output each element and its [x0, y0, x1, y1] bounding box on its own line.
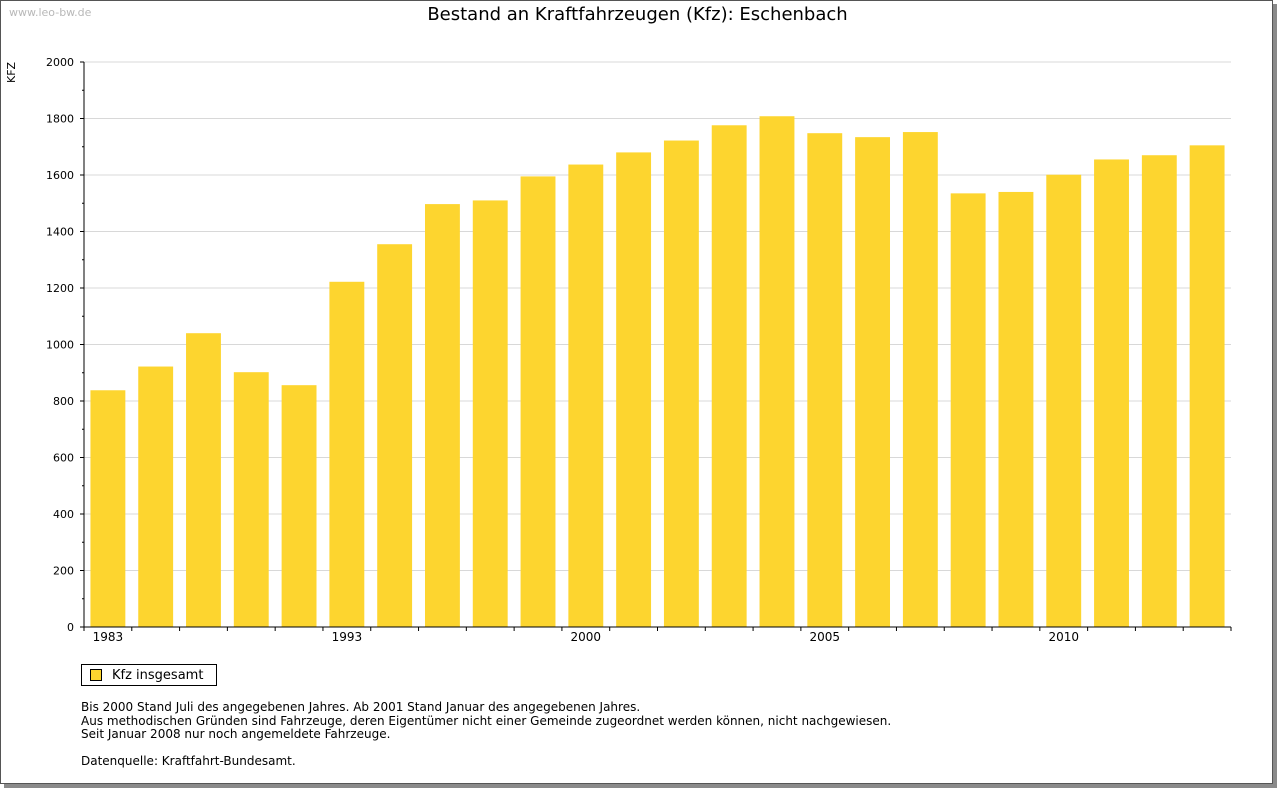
y-tick-label: 1800 — [46, 113, 74, 126]
y-tick-label: 600 — [53, 452, 74, 465]
bar-1995 — [424, 204, 460, 627]
x-tick-label: 2010 — [1048, 630, 1079, 644]
bar-2010 — [1046, 174, 1082, 627]
bar-1996 — [472, 200, 508, 628]
bar-2009 — [998, 191, 1034, 627]
bar-2008 — [950, 193, 986, 628]
y-tick-label: 2000 — [46, 56, 74, 69]
note-line-2: Aus methodischen Gründen sind Fahrzeuge,… — [81, 713, 892, 728]
bar-1986 — [233, 372, 269, 627]
x-tick-label: 1983 — [93, 630, 124, 644]
y-tick-label: 0 — [67, 621, 74, 634]
bar-2011 — [1094, 159, 1129, 627]
note-line-3: Seit Januar 2008 nur noch angemeldete Fa… — [81, 727, 391, 741]
bar-2007 — [902, 132, 938, 627]
bar-1987 — [281, 385, 317, 627]
bar-1983 — [90, 390, 126, 627]
watermark: www.leo-bw.de — [9, 6, 92, 19]
y-tick-label: 1200 — [46, 282, 74, 295]
bar-1993 — [329, 281, 365, 627]
bar-2002 — [663, 140, 699, 627]
bar-1994 — [377, 244, 413, 627]
legend-swatch — [90, 669, 102, 681]
bar-1985 — [186, 333, 221, 627]
bar-2000 — [568, 164, 604, 628]
y-tick-label: 200 — [53, 565, 74, 578]
bar-2006 — [855, 137, 891, 627]
footnotes: Bis 2000 Stand Juli des angegebenen Jahr… — [81, 700, 892, 768]
bar-1999 — [520, 176, 556, 627]
y-tick-label: 1000 — [46, 339, 74, 352]
bar-2001 — [616, 152, 652, 627]
y-tick-label: 800 — [53, 395, 74, 408]
y-tick-label: 400 — [53, 508, 74, 521]
bar-2003 — [711, 125, 747, 627]
x-tick-label: 2005 — [809, 630, 840, 644]
bar-2012 — [1141, 155, 1177, 627]
x-tick-label: 2000 — [571, 630, 602, 644]
y-tick-label: 1400 — [46, 226, 74, 239]
data-source: Datenquelle: Kraftfahrt-Bundesamt. — [81, 753, 296, 768]
chart-title: Bestand an Kraftfahrzeugen (Kfz): Eschen… — [427, 4, 848, 25]
bar-1984 — [138, 366, 174, 627]
legend-label: Kfz insgesamt — [112, 667, 204, 683]
y-tick-label: 1600 — [46, 169, 74, 182]
bar-2004 — [759, 116, 795, 628]
note-line-1: Bis 2000 Stand Juli des angegebenen Jahr… — [81, 700, 641, 714]
bar-2013 — [1189, 145, 1225, 627]
x-tick-label: 1993 — [332, 630, 363, 644]
bar-chart: 0 200 400 600 800 1000 1200 1400 1600 1800 2000 198… — [46, 56, 1232, 644]
bar-2005 — [807, 133, 843, 627]
legend: Kfz insgesamt — [81, 664, 217, 686]
